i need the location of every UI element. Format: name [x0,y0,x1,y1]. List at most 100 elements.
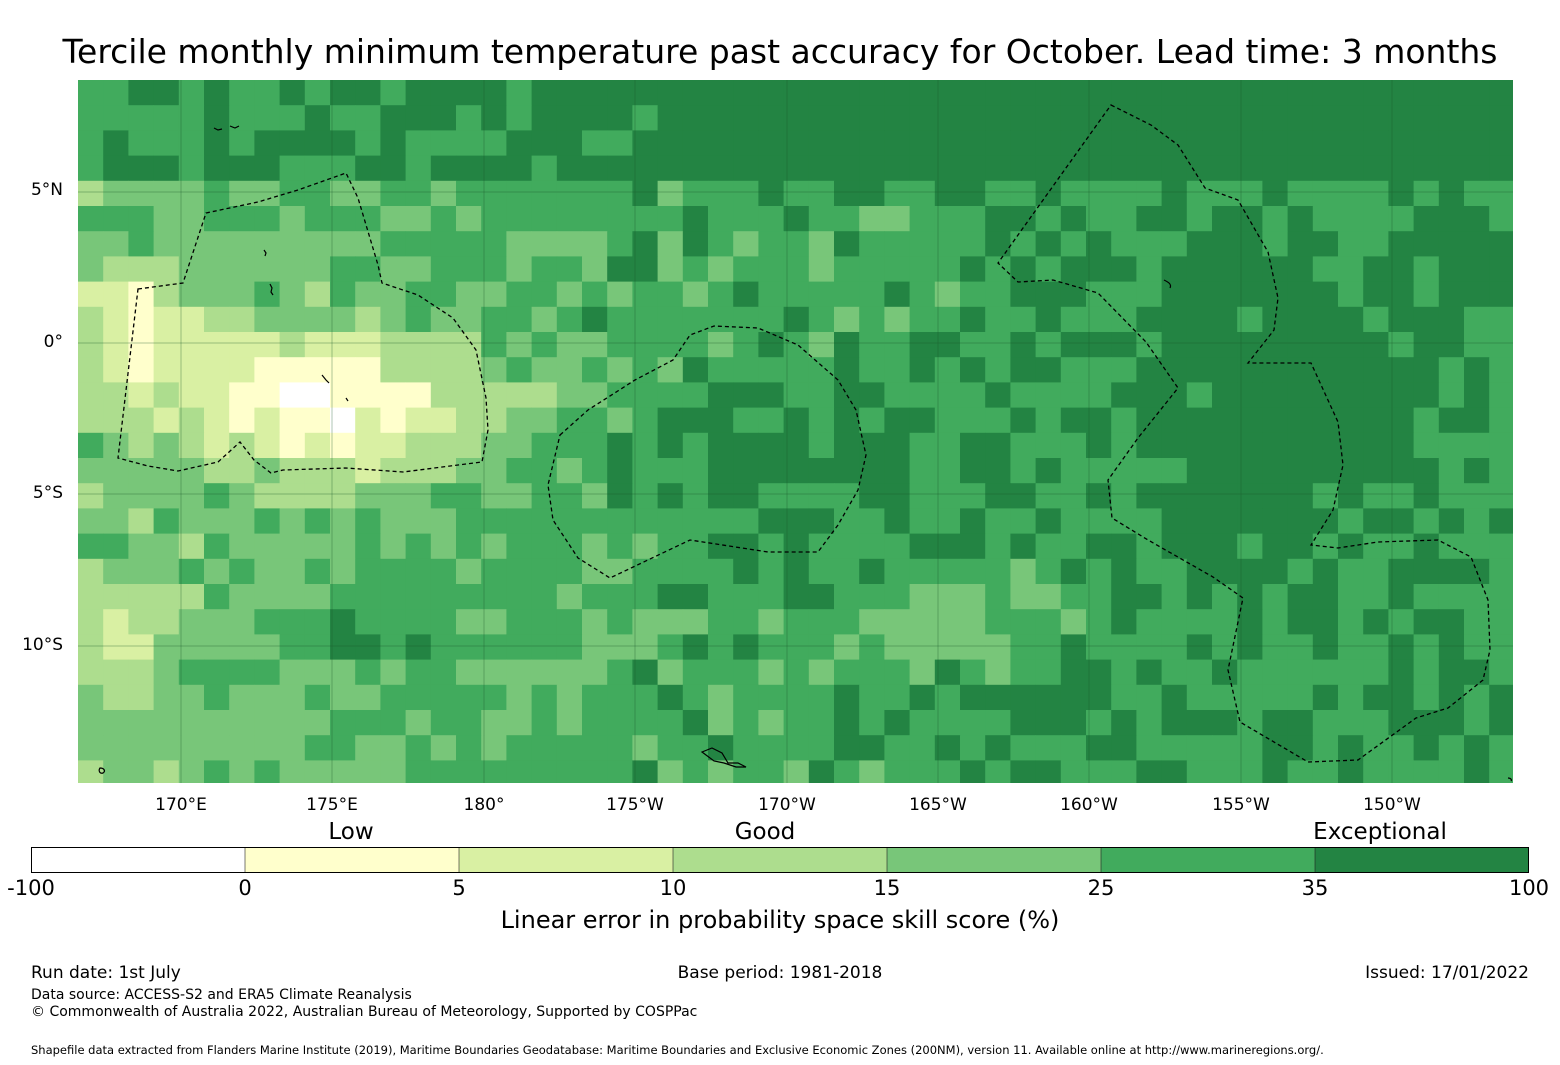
grid-cell [506,483,532,509]
grid-cell [783,332,810,358]
grid-cell [682,659,709,686]
grid-cell [1464,332,1490,358]
grid-cell [531,659,558,686]
grid-cell [1262,684,1288,711]
grid-cell [884,508,910,534]
grid-cell [1464,483,1490,509]
grid-cell [355,558,381,585]
grid-cell [128,306,154,333]
grid-cell [1489,609,1513,635]
grid-cell [204,760,230,783]
grid-cell [279,407,306,434]
grid-cell [1388,382,1414,408]
grid-cell [1338,155,1364,182]
grid-cell [708,105,734,131]
grid-cell [1212,760,1238,783]
grid-cell [758,130,784,156]
grid-cell [1363,357,1389,383]
grid-cell [1086,80,1112,106]
grid-cell [758,155,784,182]
grid-cell [632,483,658,509]
grid-cell [481,281,507,308]
grid-cell [355,105,381,131]
grid-cell [1413,710,1440,736]
grid-cell [1010,735,1036,761]
grid-cell [430,306,457,333]
grid-cell [708,584,734,610]
grid-cell [1363,432,1389,459]
grid-cell [1438,306,1465,333]
grid-cell [178,710,205,736]
grid-cell [783,609,810,635]
grid-cell [909,80,936,106]
grid-cell [708,256,734,282]
grid-cell [128,483,154,509]
grid-cell [103,458,129,484]
grid-cell [708,760,734,783]
grid-cell [405,357,432,383]
grid-cell [985,206,1011,232]
grid-cell [1262,634,1288,660]
grid-cell [456,533,482,560]
grid-cell [733,80,759,106]
grid-cell [1262,155,1288,182]
grid-cell [1136,180,1162,207]
grid-cell [657,533,684,560]
grid-cell [1388,130,1414,156]
grid-cell [960,735,986,761]
grid-cell [607,407,633,434]
grid-cell [808,508,835,534]
grid-cell [1413,458,1440,484]
grid-cell [330,684,356,711]
grid-cell [758,508,784,534]
grid-cell [1413,80,1440,106]
grid-cell [632,382,658,408]
grid-cell [1237,458,1263,484]
grid-cell [1060,432,1087,459]
grid-cell [1136,634,1162,660]
grid-cell [204,558,230,585]
grid-cell [1338,659,1364,686]
grid-cell [1161,332,1188,358]
grid-cell [103,155,129,182]
grid-cell [1338,231,1364,257]
grid-cell [960,407,986,434]
grid-cell [834,609,860,635]
grid-cell [1035,357,1062,383]
grid-cell [783,382,810,408]
grid-cell [430,634,457,660]
grid-cell [128,684,154,711]
grid-cell [279,508,306,534]
grid-cell [204,710,230,736]
grid-cell [430,533,457,560]
grid-cell [1010,760,1036,783]
grid-cell [1186,382,1213,408]
grid-cell [657,432,684,459]
grid-cell [758,105,784,131]
grid-cell [304,206,331,232]
grid-cell [1035,206,1062,232]
grid-cell [834,483,860,509]
grid-cell [758,432,784,459]
grid-cell [1035,483,1062,509]
grid-cell [985,558,1011,585]
grid-cell [834,458,860,484]
grid-cell [506,710,532,736]
grid-cell [1161,659,1188,686]
grid-cell [1438,458,1465,484]
grid-cell [1464,206,1490,232]
grid-cell [78,80,104,106]
grid-cell [934,281,961,308]
grid-cell [1010,432,1036,459]
grid-cell [934,231,961,257]
grid-cell [1035,407,1062,434]
grid-cell [531,206,558,232]
category-exceptional: Exceptional [1313,819,1447,845]
grid-cell [657,760,684,783]
grid-cell [481,206,507,232]
island [269,283,274,296]
grid-cell [355,206,381,232]
grid-cell [355,155,381,182]
grid-cell [783,584,810,610]
grid-cell [834,206,860,232]
